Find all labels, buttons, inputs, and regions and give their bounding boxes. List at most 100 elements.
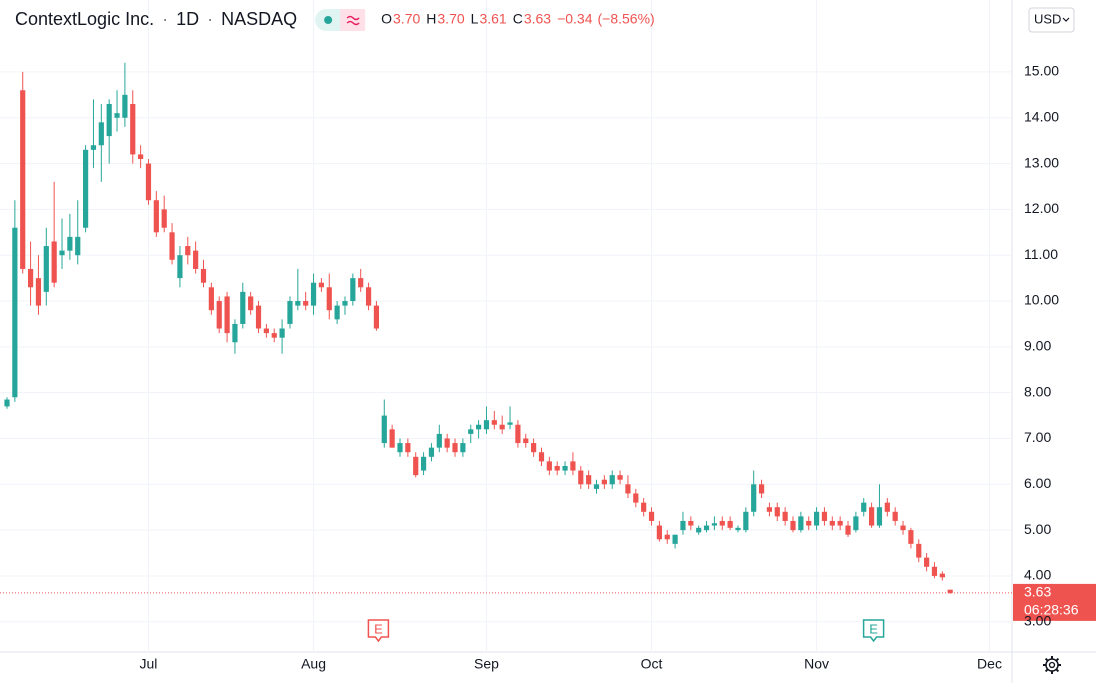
y-tick-label: 6.00 <box>1024 475 1051 491</box>
candle-body <box>507 422 513 425</box>
candle-body <box>200 268 207 283</box>
candle-body <box>114 113 120 118</box>
market-status-dot <box>324 16 333 24</box>
gear-hub <box>1048 661 1056 669</box>
currency-button[interactable] <box>1028 7 1075 33</box>
candle-body <box>939 573 945 578</box>
candle-body <box>51 241 57 283</box>
candle-body <box>680 520 686 531</box>
candle-body <box>27 268 34 288</box>
candle-body <box>845 525 851 535</box>
candle-body <box>617 475 623 480</box>
candle-body <box>562 465 568 471</box>
y-tick-label: 9.00 <box>1024 338 1051 354</box>
last-price-label: 3.63 <box>1024 584 1051 600</box>
candle-body <box>161 209 167 228</box>
ohlc-letter: C <box>513 11 523 27</box>
candle-body <box>806 520 812 526</box>
last-price-badge <box>1013 583 1096 621</box>
candle-body <box>554 465 560 471</box>
candle-body <box>185 246 191 256</box>
candle-body <box>358 278 364 288</box>
candle-body <box>468 429 474 434</box>
currency-label[interactable]: USD <box>1034 11 1061 26</box>
candle-body <box>813 511 820 526</box>
x-tick-label: Oct <box>641 656 663 672</box>
candle-body <box>98 122 104 146</box>
separator: · <box>162 9 168 29</box>
candle-body <box>271 333 277 338</box>
candle-body <box>790 520 796 531</box>
candle-body <box>782 511 788 521</box>
candle-body <box>279 328 285 338</box>
event-marker-shape <box>367 619 390 643</box>
candle-body <box>460 443 466 453</box>
x-tick-label: Dec <box>977 656 1002 672</box>
candle-body <box>837 520 843 526</box>
candle-body <box>420 456 427 471</box>
candle-body <box>436 433 442 448</box>
candle-body <box>334 305 340 320</box>
candle-body <box>83 149 89 228</box>
candle-body <box>452 443 458 453</box>
ohlc-value: 3.61 <box>479 11 506 27</box>
candle-body <box>153 200 159 233</box>
countdown: 06:28:36 <box>1024 602 1079 618</box>
settings-icon[interactable] <box>1043 656 1061 674</box>
candle-body <box>633 493 639 503</box>
candle-body <box>208 287 214 311</box>
candle-body <box>821 511 828 521</box>
candle-body <box>397 443 403 453</box>
candle-body <box>711 523 717 526</box>
candle-body <box>853 516 859 531</box>
candle-body <box>727 520 733 528</box>
candle-body <box>59 250 65 256</box>
candle-body <box>499 424 505 430</box>
candle-body <box>688 520 694 526</box>
candles <box>4 62 953 594</box>
y-tick-label: 7.00 <box>1024 429 1051 445</box>
candle-body <box>193 250 199 269</box>
interval: 1D <box>176 9 199 29</box>
candle-body <box>586 475 592 485</box>
candle-body <box>625 484 631 494</box>
candle-body <box>381 415 387 444</box>
candle-body <box>130 104 136 155</box>
candle-body <box>224 296 230 334</box>
candle-body <box>774 507 780 517</box>
currency-caret <box>1062 17 1070 22</box>
candle-body <box>538 452 545 462</box>
candle-body <box>255 305 262 329</box>
candle-body <box>876 507 883 526</box>
candle-body <box>947 589 953 593</box>
candle-body <box>648 511 655 521</box>
candle-body <box>546 461 552 471</box>
grid <box>0 0 1012 652</box>
ohlc-value: 3.70 <box>437 11 464 27</box>
candle-body <box>326 287 332 311</box>
candle-body <box>67 236 73 251</box>
candle-body <box>240 291 246 324</box>
y-tick-label: 15.00 <box>1024 63 1059 79</box>
approx-icon <box>346 15 360 26</box>
candle-body <box>310 282 317 306</box>
y-tick-label: 12.00 <box>1024 200 1059 216</box>
symbol: ContextLogic Inc. <box>15 9 154 29</box>
candle-body <box>908 530 914 544</box>
candle-body <box>900 525 906 531</box>
candle-body <box>342 301 348 306</box>
event-marker-shape <box>862 619 885 643</box>
x-tick-label: Aug <box>301 656 326 672</box>
candle-body <box>491 420 497 425</box>
candle-body <box>523 438 529 444</box>
overlay: 3.63 06:28:36 E E <box>0 583 1096 643</box>
candle-body <box>248 296 254 311</box>
candle-body <box>515 424 521 444</box>
candle-body <box>696 527 702 533</box>
ohlc-value: 3.70 <box>393 11 420 27</box>
candle-body <box>428 447 435 457</box>
candle-body <box>570 461 576 471</box>
candle-body <box>758 484 765 494</box>
header: ContextLogic Inc. · 1D · NASDAQ O 3.70 H 3.70 L 3.… <box>15 9 655 31</box>
change-pct: (−8.56%) <box>598 11 655 27</box>
